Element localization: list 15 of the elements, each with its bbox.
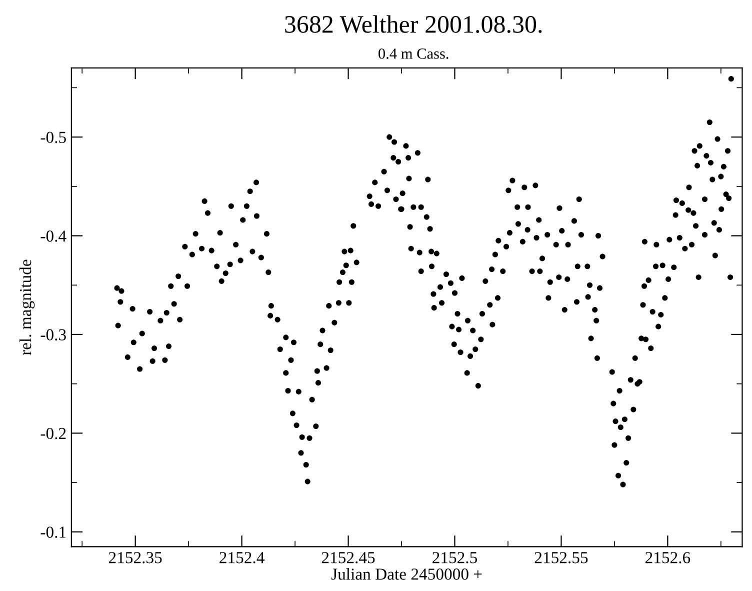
chart-title: 3682 Welther 2001.08.30.	[285, 15, 542, 33]
y-axis-title: rel. magnitude	[19, 260, 35, 356]
x-tick-label: 2152.5	[432, 552, 478, 564]
x-axis-title: Julian Date 2450000 +	[331, 568, 482, 580]
x-tick-label: 2152.55	[534, 552, 588, 564]
y-tick-label: -0.5	[40, 132, 66, 144]
y-tick-label: -0.2	[40, 428, 66, 440]
x-tick-label: 2152.6	[646, 552, 690, 564]
x-tick-label: 2152.4	[220, 552, 264, 564]
y-tick-label: -0.1	[40, 526, 66, 538]
x-tick-label: 2152.35	[108, 552, 162, 564]
chart-subtitle: 0.4 m Cass.	[378, 48, 448, 59]
y-tick-label: -0.4	[40, 230, 66, 242]
x-tick-label: 2152.45	[322, 552, 375, 564]
y-tick-label: -0.3	[40, 329, 66, 340]
